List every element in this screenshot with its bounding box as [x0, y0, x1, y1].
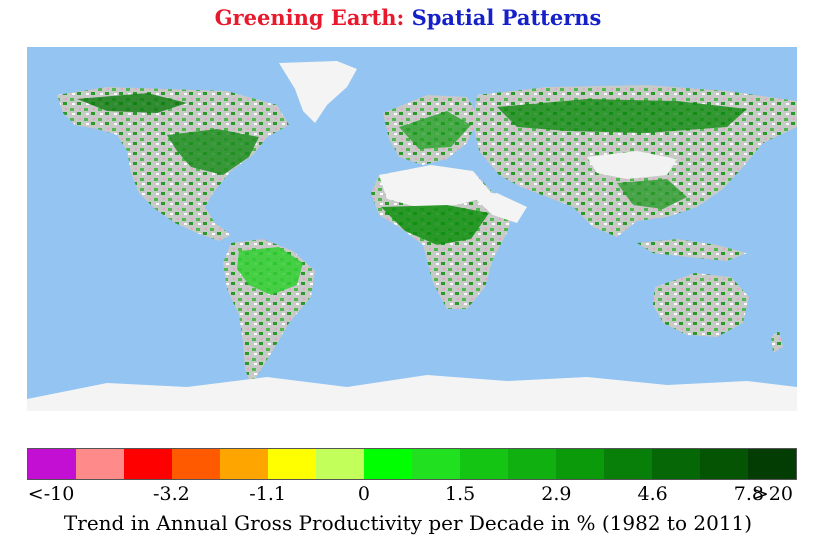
tick-label: 2.9 — [541, 483, 572, 505]
tick-label: -1.1 — [249, 483, 286, 505]
indonesia — [637, 239, 747, 261]
title-part-1: Greening Earth: — [214, 5, 405, 30]
legend-swatch — [604, 449, 652, 479]
legend-swatch — [124, 449, 172, 479]
world-map-svg — [27, 61, 797, 411]
tick-label: 1.5 — [445, 483, 476, 505]
legend-swatch — [364, 449, 412, 479]
legend-swatch — [268, 449, 316, 479]
legend-swatch — [316, 449, 364, 479]
legend-swatch — [460, 449, 508, 479]
north-america — [57, 87, 289, 241]
legend-swatch — [28, 449, 76, 479]
tick-label: 7.8 — [733, 483, 764, 505]
greenland — [279, 61, 357, 123]
australia — [653, 273, 749, 337]
legend-swatch — [748, 449, 796, 479]
tick-label: >20 — [752, 483, 793, 505]
legend-swatch — [556, 449, 604, 479]
antarctica — [27, 375, 797, 411]
legend-swatch — [652, 449, 700, 479]
sahara — [379, 165, 493, 207]
legend-swatch — [76, 449, 124, 479]
legend-tick-labels: <-10 -3.2 -1.1 0 1.5 2.9 4.6 7.8 >20 — [0, 481, 816, 507]
tick-label: 0 — [357, 483, 370, 505]
legend-caption: Trend in Annual Gross Productivity per D… — [63, 511, 753, 535]
legend-swatch — [508, 449, 556, 479]
legend-swatch — [172, 449, 220, 479]
legend-swatch — [412, 449, 460, 479]
legend-swatch — [700, 449, 748, 479]
tick-label: <-10 — [27, 483, 75, 505]
legend-swatch — [220, 449, 268, 479]
map-title: Greening Earth: Spatial Patterns — [0, 4, 816, 32]
title-part-2: Spatial Patterns — [411, 5, 602, 30]
central-asia-desert — [587, 151, 677, 179]
world-map — [27, 47, 797, 411]
tick-label: 4.6 — [637, 483, 668, 505]
tick-label: -3.2 — [153, 483, 190, 505]
legend-colorbar — [27, 448, 797, 480]
